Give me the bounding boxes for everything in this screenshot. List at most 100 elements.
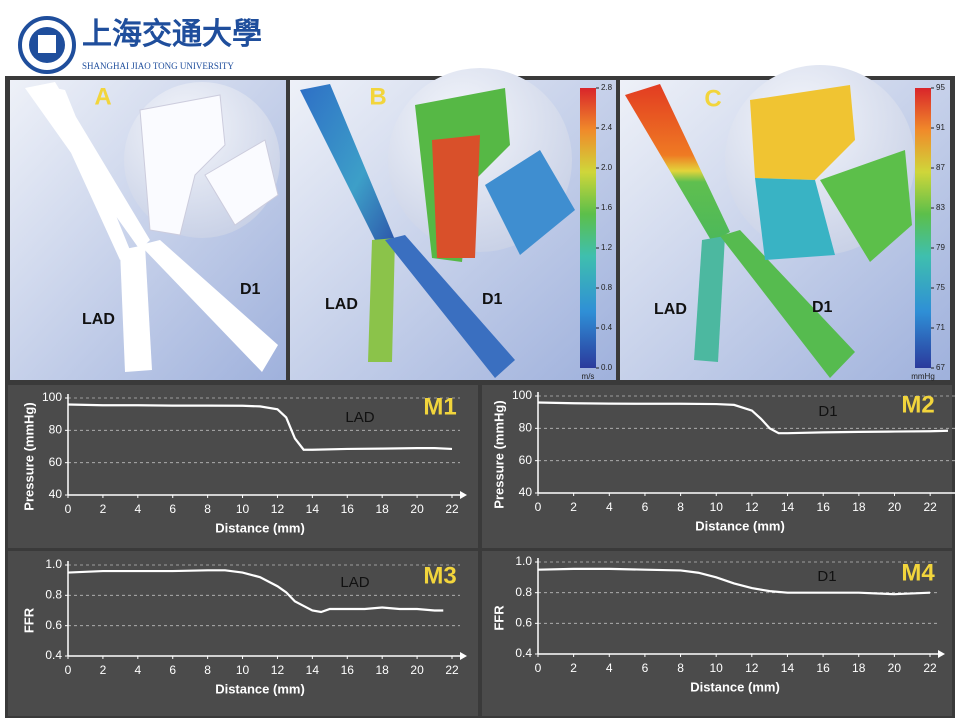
x-axis-label: Distance (mm) — [215, 681, 305, 696]
x-tick-label: 2 — [570, 661, 577, 675]
chart-bg — [8, 551, 478, 716]
x-axis-arrow — [956, 489, 960, 497]
y-axis-label: FFR — [491, 605, 506, 631]
x-tick-label: 8 — [677, 500, 684, 514]
x-tick-label: 4 — [134, 502, 141, 516]
panel-label: B — [369, 83, 386, 110]
data-line — [537, 401, 949, 435]
x-tick-label: 0 — [535, 500, 542, 514]
university-name-en: SHANGHAI JIAO TONG UNIVERSITY — [82, 61, 234, 71]
x-tick-label: 2 — [570, 500, 577, 514]
x-tick-label: 22 — [445, 663, 459, 677]
x-tick-label: 10 — [710, 500, 724, 514]
x-tick-label: 8 — [204, 663, 211, 677]
x-tick-label: 14 — [306, 502, 320, 516]
x-tick-label: 22 — [445, 502, 459, 516]
x-tick-label: 20 — [410, 502, 424, 516]
y-tick-label: 60 — [49, 455, 63, 469]
y-tick-label: 40 — [49, 487, 63, 501]
x-tick-label: 6 — [169, 663, 176, 677]
data-line — [67, 403, 453, 451]
colorbar-tick-label: 79 — [936, 243, 945, 252]
x-axis-label: Distance (mm) — [215, 520, 305, 535]
x-tick-label: 0 — [65, 502, 72, 516]
y-tick-label: 60 — [519, 453, 533, 467]
chart-title: M2 — [901, 391, 934, 418]
x-tick-label: 18 — [852, 500, 866, 514]
x-tick-label: 12 — [271, 663, 285, 677]
x-tick-label: 10 — [236, 502, 250, 516]
x-axis-label: Distance (mm) — [690, 679, 780, 694]
vessel-label: D1 — [240, 281, 261, 298]
x-tick-label: 16 — [816, 661, 830, 675]
colorbar-tick-label: 0.8 — [601, 283, 613, 292]
panel-label: A — [94, 83, 111, 110]
x-tick-label: 4 — [134, 663, 141, 677]
colorbar — [580, 88, 596, 368]
x-tick-label: 20 — [888, 500, 902, 514]
colorbar-tick-label: 0.0 — [601, 363, 613, 372]
colorbar-tick-label: 91 — [936, 123, 945, 132]
x-tick-label: 16 — [341, 502, 355, 516]
x-tick-label: 8 — [204, 502, 211, 516]
chart-title: M3 — [423, 562, 456, 589]
chart-bg — [8, 385, 478, 548]
vessel-label: LAD — [654, 301, 687, 318]
annotation: LAD — [345, 409, 374, 426]
colorbar-tick-label: 1.2 — [601, 243, 613, 252]
y-tick-label: 40 — [519, 485, 533, 499]
y-tick-label: 0.6 — [515, 616, 532, 630]
x-tick-label: 4 — [606, 661, 613, 675]
colorbar — [915, 88, 931, 368]
vessel-label: D1 — [812, 299, 833, 316]
vessel-label: LAD — [82, 311, 115, 328]
x-axis-arrow — [460, 491, 467, 499]
x-tick-label: 18 — [852, 661, 866, 675]
x-axis-arrow — [460, 652, 467, 660]
y-axis-label: Pressure (mmHg) — [21, 402, 36, 510]
x-tick-label: 6 — [169, 502, 176, 516]
x-tick-label: 22 — [923, 500, 937, 514]
y-tick-label: 1.0 — [45, 557, 62, 571]
colorbar-tick-label: 75 — [936, 283, 945, 292]
x-tick-label: 16 — [341, 663, 355, 677]
y-tick-label: 80 — [519, 421, 533, 435]
x-tick-label: 20 — [410, 663, 424, 677]
university-name: 上海交通大學 — [82, 17, 262, 52]
chart-title: M1 — [423, 393, 456, 420]
x-axis-label: Distance (mm) — [695, 518, 785, 533]
annotation: LAD — [340, 574, 369, 591]
colorbar-tick-label: 87 — [936, 163, 945, 172]
x-tick-label: 14 — [781, 500, 795, 514]
panel-c-image — [620, 65, 950, 380]
y-tick-label: 100 — [512, 388, 532, 402]
vessel-label: D1 — [482, 291, 503, 308]
data-line — [537, 567, 931, 596]
x-tick-label: 0 — [65, 663, 72, 677]
x-tick-label: 16 — [817, 500, 831, 514]
x-tick-label: 10 — [710, 661, 724, 675]
x-tick-label: 22 — [923, 661, 937, 675]
colorbar-unit: m/s — [582, 372, 595, 381]
y-tick-label: 1.0 — [515, 554, 532, 568]
colorbar-tick-label: 83 — [936, 203, 945, 212]
x-tick-label: 2 — [100, 502, 107, 516]
x-tick-label: 12 — [271, 502, 285, 516]
x-tick-label: 0 — [535, 661, 542, 675]
vessel-label: LAD — [325, 296, 358, 313]
annotation: D1 — [817, 568, 836, 585]
data-line — [67, 569, 444, 614]
colorbar-tick-label: 2.8 — [601, 83, 613, 92]
x-axis-arrow — [938, 650, 945, 658]
x-tick-label: 8 — [677, 661, 684, 675]
colorbar-unit: mmHg — [911, 372, 935, 381]
x-tick-label: 10 — [236, 663, 250, 677]
colorbar-tick-label: 0.4 — [601, 323, 613, 332]
colorbar-tick-label: 67 — [936, 363, 945, 372]
x-tick-label: 12 — [745, 661, 759, 675]
logo — [18, 16, 76, 74]
x-tick-label: 18 — [376, 502, 390, 516]
panel-a-image — [10, 80, 286, 380]
annotation: D1 — [818, 403, 837, 420]
